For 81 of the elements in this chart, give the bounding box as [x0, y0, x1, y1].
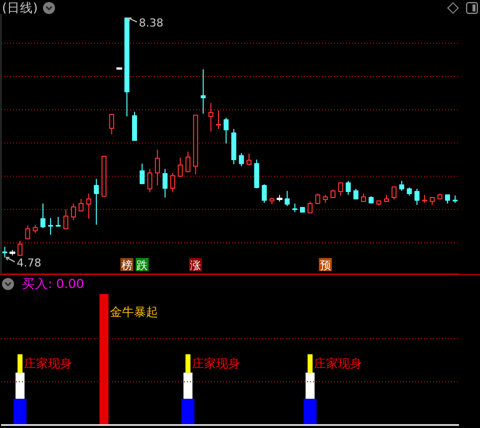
- candlestick: [70, 203, 76, 221]
- candlestick: [330, 189, 336, 198]
- candlestick: [284, 190, 290, 207]
- candlestick: [399, 180, 404, 192]
- candlestick: [109, 114, 114, 135]
- candlestick: [368, 196, 374, 204]
- candlestick: [315, 193, 320, 204]
- candlestick: [254, 159, 260, 189]
- candlestick: [238, 152, 244, 167]
- candlestick: [2, 246, 8, 258]
- candlestick: [154, 149, 160, 186]
- candlestick: [185, 151, 190, 173]
- candlestick: [269, 197, 274, 205]
- candlestick: [308, 201, 313, 214]
- chart-title: (日线): [2, 0, 38, 16]
- candlestick: [322, 194, 328, 204]
- candlestick: [48, 218, 54, 236]
- bar: [16, 372, 25, 399]
- annotation: 4.78: [16, 256, 42, 269]
- candlestick: [384, 194, 389, 202]
- bar: [185, 354, 190, 373]
- bar: [308, 354, 313, 373]
- candlestick: [276, 194, 282, 202]
- bar: [14, 398, 27, 425]
- candlestick: [116, 67, 122, 70]
- candlestick: [376, 200, 382, 206]
- candlestick: [437, 193, 442, 200]
- candlestick: [422, 194, 428, 204]
- candlestick: [246, 153, 252, 166]
- candlestick: [300, 206, 305, 213]
- text: 涨: [190, 258, 202, 272]
- bar: [18, 354, 23, 373]
- candlestick: [392, 186, 397, 200]
- candlestick: [101, 156, 106, 197]
- candlestick: [361, 193, 366, 202]
- candlestick: [32, 224, 38, 234]
- text: 庄家现身: [314, 356, 362, 370]
- candlestick: [178, 157, 183, 178]
- candlestick: [147, 168, 152, 193]
- candlestick: [78, 198, 84, 212]
- text: 榜: [121, 258, 132, 272]
- candlestick: [292, 203, 298, 213]
- candlestick: [444, 194, 450, 204]
- text: 预: [320, 258, 331, 272]
- bar: [99, 294, 108, 425]
- candlestick: [224, 117, 229, 144]
- candlestick: [346, 180, 351, 196]
- bar: [183, 372, 192, 399]
- candlestick: [40, 203, 46, 229]
- series-label: 庄家现身: [24, 356, 72, 370]
- candlestick: [353, 188, 358, 200]
- candlestick: [140, 163, 145, 184]
- candlestick: [414, 188, 420, 206]
- candlestick: [86, 193, 92, 220]
- candlestick: [162, 168, 168, 198]
- candlestick: [18, 240, 23, 257]
- candlestick: [231, 128, 236, 165]
- candlestick: [406, 187, 412, 196]
- candlestick: [452, 195, 458, 204]
- candlestick: [262, 184, 267, 204]
- chart-title: 买入: 0.00: [22, 276, 84, 292]
- candlestick: [132, 111, 138, 141]
- candlestick: [338, 182, 344, 196]
- candlestick: [25, 224, 30, 240]
- text: 庄家现身: [192, 356, 240, 370]
- bar: [306, 372, 315, 399]
- candlestick: [216, 110, 221, 130]
- candlestick: [170, 172, 176, 193]
- bar: [181, 398, 194, 425]
- bar: [304, 398, 317, 425]
- candlestick: [94, 178, 99, 226]
- candlestick: [63, 209, 68, 230]
- candlestick: [193, 114, 198, 175]
- candlestick: [430, 197, 435, 206]
- candlestick: [200, 68, 206, 114]
- annotation: 8.38: [138, 16, 164, 29]
- candlestick: [56, 216, 61, 228]
- text: 跌: [136, 258, 148, 272]
- series-label: 金牛暴起: [110, 305, 158, 319]
- candlestick: [208, 102, 214, 132]
- candlestick: [9, 250, 16, 256]
